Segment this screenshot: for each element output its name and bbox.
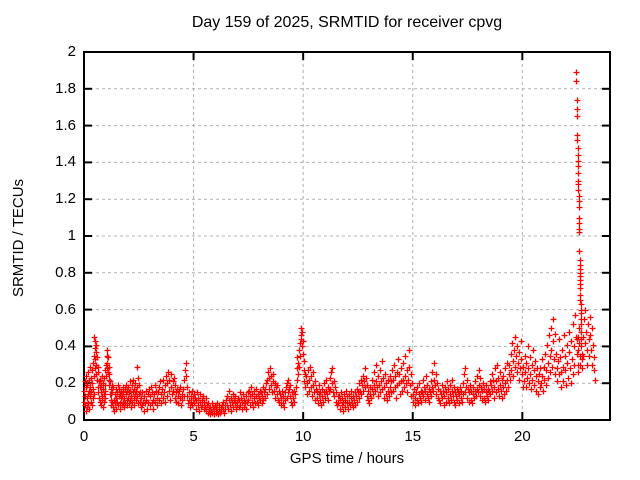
y-tick-label: 1.4: [55, 153, 76, 171]
y-tick-label: 0.6: [55, 300, 76, 318]
y-tick-label: 0.2: [55, 374, 76, 392]
x-tick-label: 15: [404, 428, 422, 445]
y-tick-label: 1.8: [55, 79, 76, 97]
y-tick-label: 1.6: [55, 116, 76, 134]
chart-title: Day 159 of 2025, SRMTID for receiver cpv…: [191, 14, 503, 31]
scatter-series: [81, 69, 599, 418]
y-tick-label: 0: [67, 411, 76, 428]
y-tick-label: 2: [67, 43, 76, 60]
x-tick-label: 0: [79, 428, 89, 445]
y-tick-label: 0.8: [55, 263, 76, 281]
x-tick-label: 5: [189, 428, 198, 445]
y-tick-label: 1.2: [55, 190, 76, 208]
x-tick-label: 20: [513, 428, 531, 445]
plot-frame: [83, 51, 611, 421]
y-tick-label: 0.4: [55, 337, 76, 355]
x-axis-label: GPS time / hours: [289, 450, 405, 467]
x-tick-label: 10: [294, 428, 312, 445]
y-tick-label: 1: [67, 227, 76, 244]
